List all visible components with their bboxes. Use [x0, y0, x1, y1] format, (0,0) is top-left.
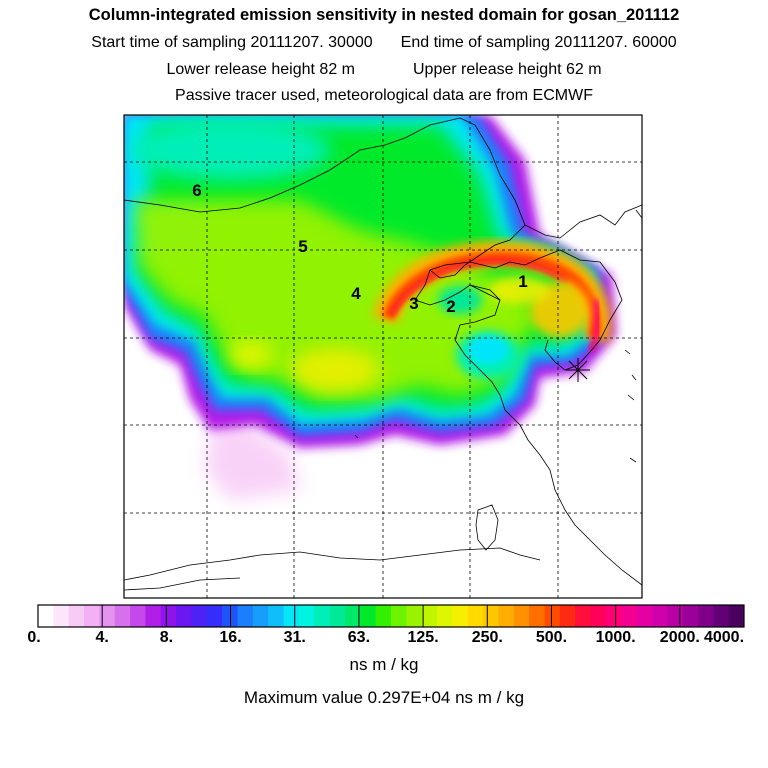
grid-lines	[124, 115, 642, 598]
colorbar-swatch	[559, 605, 576, 627]
colorbar-tick-label: 500.	[535, 629, 568, 646]
colorbar-swatch	[605, 605, 622, 627]
colorbar-swatch	[176, 605, 192, 627]
colorbar-swatch	[252, 605, 269, 627]
colorbar-swatch	[114, 605, 131, 627]
colorbar-swatch	[145, 605, 162, 627]
release-heights: Lower release height 82 m Upper release h…	[0, 61, 768, 79]
map-label-2: 2	[446, 297, 455, 316]
sampling-times: Start time of sampling 20111207. 30000 En…	[0, 34, 768, 52]
colorbar-swatch	[728, 605, 745, 627]
colorbar-swatch	[575, 605, 592, 627]
colorbar-frame	[37, 604, 745, 628]
end-time: End time of sampling 20111207. 60000	[400, 34, 677, 51]
colorbar-swatch	[667, 605, 684, 627]
star-marker-icon	[566, 358, 590, 382]
colorbar-swatch	[99, 605, 116, 627]
sensitivity-field	[124, 115, 616, 500]
colorbar-swatch	[498, 605, 515, 627]
colorbar-swatch	[344, 605, 361, 627]
colorbar-swatch	[452, 605, 469, 627]
colorbar-swatch	[513, 605, 530, 627]
maximum-value: Maximum value 0.297E+04 ns m / kg	[243, 688, 525, 707]
colorbar-swatch	[206, 605, 223, 627]
colorbar-unit: ns m / kg	[349, 655, 419, 674]
colorbar-swatch	[467, 605, 484, 627]
colorbar-swatch	[544, 605, 561, 627]
colorbar-tick-label: 125.	[407, 629, 439, 646]
colorbar-tick-label: 4.	[95, 629, 109, 646]
colorbar-swatch	[268, 605, 285, 627]
colorbar-tick-label: 16.	[219, 629, 242, 646]
colorbar-swatch	[53, 605, 70, 627]
colorbar-swatch	[697, 605, 714, 627]
colorbar-swatch	[314, 605, 331, 627]
map-label-1: 1	[518, 272, 527, 291]
colorbar-swatch	[713, 605, 730, 627]
colorbar-tick-label: 31.	[283, 629, 306, 646]
colorbar-swatch	[483, 605, 499, 627]
colorbar-swatch	[68, 605, 85, 627]
map-label-4: 4	[351, 284, 361, 303]
map-label-6: 6	[192, 181, 201, 200]
colorbar-swatch	[590, 605, 607, 627]
colorbar-swatch	[130, 605, 146, 627]
colorbar-swatch	[682, 605, 699, 627]
plot-title: Column-integrated emission sensitivity i…	[88, 6, 680, 24]
colorbar-swatch	[421, 605, 438, 627]
colorbar-swatch	[160, 605, 177, 627]
map-label-5: 5	[298, 237, 307, 256]
colorbar-swatch	[84, 605, 100, 627]
start-time: Start time of sampling 20111207. 30000	[91, 34, 373, 51]
colorbar-swatch	[529, 605, 545, 627]
colorbar-swatch	[636, 605, 653, 627]
sensitivity-map: 1 2 3 4 5 6	[37, 114, 745, 628]
colorbar-swatch	[283, 605, 300, 627]
colorbar-tick-label: 250.	[471, 629, 503, 646]
upper-release-height: Upper release height 62 m	[413, 61, 602, 78]
map-frame	[123, 114, 643, 599]
colorbar-swatch	[329, 605, 346, 627]
colorbar-swatch	[237, 605, 254, 627]
colorbar-tick-label: 1000.	[595, 629, 636, 646]
colorbar-tick-label: 63.	[347, 629, 371, 646]
colorbar-swatch	[437, 605, 453, 627]
coastlines	[124, 117, 642, 591]
colorbar-swatch	[38, 605, 54, 627]
colorbar-tick-label: 8.	[159, 629, 174, 646]
colorbar-swatch	[298, 605, 315, 627]
map-label-3: 3	[409, 294, 418, 313]
colorbar-swatch	[406, 605, 423, 627]
colorbar-swatch	[651, 605, 668, 627]
colorbar-tick-label: 4000.	[703, 629, 745, 646]
tracer-note: Passive tracer used, meteorological data…	[175, 87, 593, 104]
colorbar-swatch	[621, 605, 638, 627]
lower-release-height: Lower release height 82 m	[166, 61, 355, 78]
colorbar-tick-label: 0.	[27, 629, 41, 646]
colorbar-tick-label: 2000.	[659, 629, 700, 646]
colorbar-swatch	[391, 605, 407, 627]
trajectory-labels: 1 2 3 4 5 6	[192, 181, 527, 316]
colorbar	[37, 604, 745, 628]
colorbar-swatch	[360, 605, 377, 627]
colorbar-swatch	[191, 605, 208, 627]
colorbar-swatch	[375, 605, 392, 627]
